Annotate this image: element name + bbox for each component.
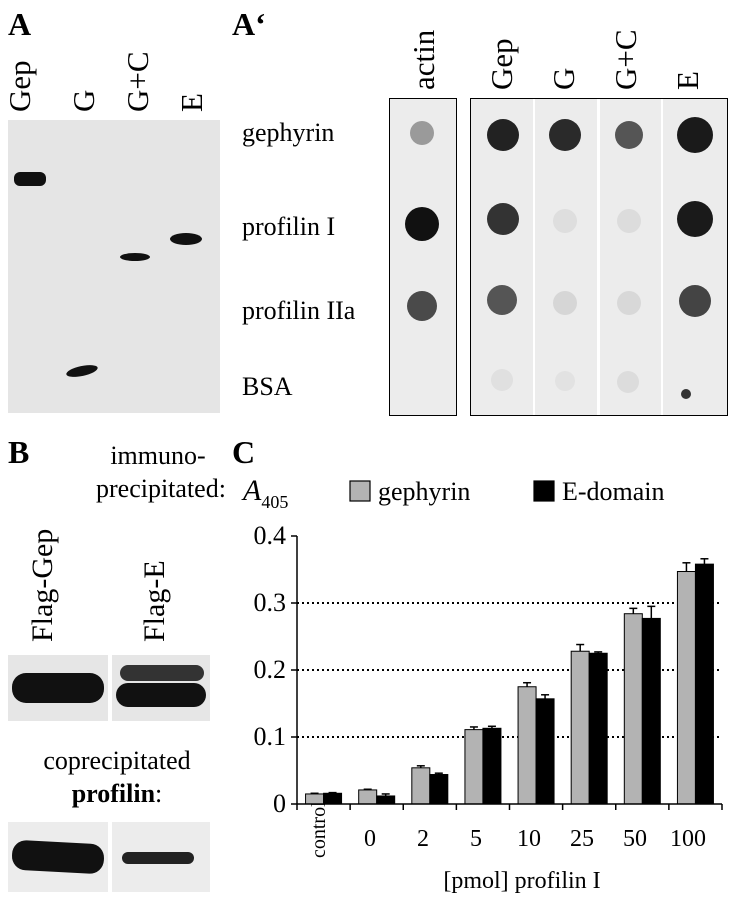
immuno-band-gep (12, 673, 104, 703)
x-tick-0: 0 (364, 826, 376, 852)
dot-g-profilin-i (553, 209, 577, 233)
copre-profilin: profilin (71, 778, 156, 808)
immuno-band-e-upper (120, 665, 204, 681)
strip-divider (533, 99, 535, 415)
x-tick-5: 5 (470, 826, 482, 852)
y-tick-0.4: 0.4 (254, 521, 287, 550)
dot-e-gephyrin (677, 117, 713, 153)
x-axis-label: [pmol] profilin I (443, 868, 600, 894)
y-tick-0.2: 0.2 (254, 655, 287, 684)
copre-blot-gep (8, 822, 108, 892)
error-bars (310, 558, 709, 796)
dot-gep-profilin-iia (487, 285, 517, 315)
immuno-line-1: immuno- (110, 441, 206, 470)
x-tick-control: control (308, 801, 330, 858)
dot-g-gephyrin (549, 119, 581, 151)
actin-dot-profilin-i (405, 207, 439, 241)
panel-a-letter: A (8, 6, 32, 42)
y-tick-0.1: 0.1 (254, 722, 287, 751)
legend-swatch-gephyrin (349, 480, 371, 502)
x-tick-25: 25 (570, 826, 594, 852)
strip-divider (661, 99, 663, 415)
copre-blot-e (112, 822, 210, 892)
dot-e-profilin-iia (679, 285, 711, 317)
dot-g-bsa (555, 371, 575, 391)
bar-e-domain-control (323, 792, 343, 805)
dot-gc-profilin-i (617, 209, 641, 233)
x-tick-100: 100 (670, 826, 706, 852)
actin-dot-profilin-iia (407, 291, 437, 321)
immuno-band-e-lower (116, 683, 206, 707)
panel-a-blot (8, 120, 220, 413)
bar-e-domain-100 (694, 563, 714, 805)
bar-e-domain-10 (535, 698, 555, 805)
actin-dot-gephyrin (410, 121, 434, 145)
panel-c-letter: C (232, 434, 256, 470)
copre-line-1: coprecipitated (43, 746, 191, 775)
panel-b-letter: B (8, 434, 30, 470)
x-tick-10: 10 (517, 826, 541, 852)
x-tick-50: 50 (623, 826, 647, 852)
row-profilin-i: profilin I (242, 212, 336, 241)
bar-gephyrin-10 (517, 686, 537, 805)
bar-gephyrin-100 (676, 571, 696, 805)
bar-gephyrin-5 (464, 729, 484, 805)
row-gephyrin: gephyrin (242, 118, 335, 147)
strip-divider (597, 99, 600, 415)
bars (305, 563, 714, 805)
dot-gc-profilin-iia (617, 291, 641, 315)
row-profilin-iia: profilin IIa (242, 296, 356, 325)
y-axis-label-main: A (241, 474, 262, 507)
row-bsa: BSA (242, 372, 293, 401)
immuno-blot-gep (8, 655, 108, 721)
binding-dot-blot (470, 98, 728, 416)
dot-e-bsa-speck (681, 389, 691, 399)
bar-gephyrin-50 (623, 613, 643, 805)
immuno-line-2: precipitated: (96, 473, 226, 503)
dot-gep-gephyrin (487, 119, 519, 151)
legend-swatch-e-domain (533, 480, 555, 502)
copre-caption: coprecipitated profilin: (14, 745, 220, 810)
x-tick-2: 2 (417, 826, 429, 852)
copre-colon: : (155, 778, 163, 808)
bar-e-domain-0 (376, 795, 396, 805)
legend-label-e-domain: E-domain (562, 477, 665, 506)
y-tick-0.3: 0.3 (254, 588, 287, 617)
copre-band-e (122, 852, 194, 864)
bar-gephyrin-25 (570, 650, 590, 805)
dot-gc-bsa (617, 371, 639, 393)
dot-e-profilin-i (677, 201, 713, 237)
band-gc (120, 253, 150, 261)
copre-line-2: profilin: (14, 778, 220, 811)
bar-e-domain-50 (641, 617, 661, 805)
legend-label-gephyrin: gephyrin (378, 477, 470, 506)
gridlines (297, 602, 722, 738)
dot-gc-gephyrin (615, 121, 643, 149)
immuno-caption: immuno- precipitated: (96, 440, 226, 505)
y-tick-0: 0 (273, 789, 286, 818)
dot-g-profilin-iia (553, 291, 577, 315)
bar-e-domain-2 (429, 774, 449, 805)
bar-e-domain-5 (482, 727, 502, 805)
y-axis-label-sub: 405 (261, 492, 288, 512)
bar-gephyrin-0 (358, 789, 378, 805)
band-gep (14, 172, 46, 186)
bar-e-domain-25 (588, 652, 608, 805)
axes (291, 535, 723, 810)
dot-gep-profilin-i (487, 203, 519, 235)
dot-gep-bsa (491, 369, 513, 391)
actin-strip (389, 98, 457, 416)
panel-a-prime-letter: A‘ (232, 6, 266, 42)
y-axis-label: A405 (241, 474, 288, 512)
band-e (170, 233, 202, 245)
immuno-blot-e (112, 655, 210, 721)
bar-gephyrin-control (305, 793, 325, 805)
bar-gephyrin-2 (411, 767, 431, 805)
